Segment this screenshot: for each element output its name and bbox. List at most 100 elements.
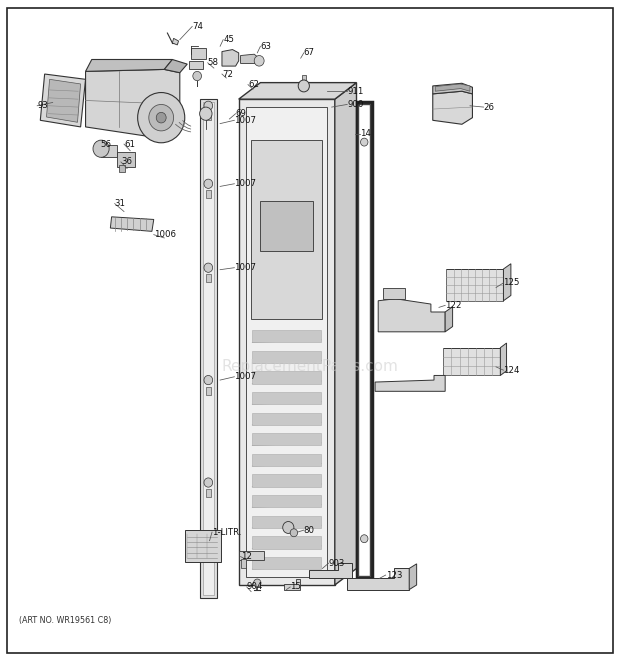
Bar bbox=[252, 516, 321, 528]
Circle shape bbox=[193, 71, 202, 81]
Circle shape bbox=[149, 104, 174, 131]
Bar bbox=[446, 269, 503, 301]
Bar bbox=[191, 48, 206, 59]
Bar bbox=[252, 351, 321, 363]
Polygon shape bbox=[445, 307, 453, 332]
Bar bbox=[239, 551, 264, 560]
Bar bbox=[252, 392, 321, 405]
Polygon shape bbox=[309, 563, 352, 578]
Circle shape bbox=[204, 179, 213, 188]
Circle shape bbox=[298, 80, 309, 92]
Text: 31: 31 bbox=[115, 199, 126, 208]
Bar bbox=[252, 433, 321, 446]
Text: 36: 36 bbox=[121, 157, 132, 167]
Circle shape bbox=[283, 522, 294, 533]
Text: 67: 67 bbox=[304, 48, 315, 58]
Text: (ART NO. WR19561 C8): (ART NO. WR19561 C8) bbox=[19, 615, 111, 625]
Polygon shape bbox=[110, 217, 154, 231]
Polygon shape bbox=[251, 140, 322, 319]
Bar bbox=[189, 61, 203, 69]
Bar bbox=[241, 559, 246, 568]
Bar bbox=[119, 165, 125, 172]
Text: 904: 904 bbox=[247, 582, 263, 592]
Text: 61: 61 bbox=[124, 139, 135, 149]
Text: ReplacementParts.com: ReplacementParts.com bbox=[221, 360, 399, 374]
Circle shape bbox=[204, 478, 213, 487]
Bar bbox=[252, 536, 321, 549]
Text: 911: 911 bbox=[347, 87, 363, 96]
Bar bbox=[383, 288, 405, 299]
Text: 122: 122 bbox=[445, 301, 462, 310]
Polygon shape bbox=[40, 74, 86, 127]
Bar bbox=[252, 557, 321, 569]
Bar bbox=[252, 412, 321, 425]
Bar bbox=[185, 530, 221, 562]
Circle shape bbox=[290, 529, 298, 537]
Polygon shape bbox=[433, 91, 472, 124]
Polygon shape bbox=[335, 83, 356, 585]
Polygon shape bbox=[284, 579, 300, 590]
Polygon shape bbox=[433, 83, 472, 94]
Bar bbox=[252, 453, 321, 466]
Text: 1007: 1007 bbox=[234, 179, 256, 188]
Bar bbox=[101, 145, 117, 157]
Text: 26: 26 bbox=[484, 102, 495, 112]
Bar bbox=[443, 348, 500, 375]
Polygon shape bbox=[46, 79, 81, 122]
Bar bbox=[206, 387, 211, 395]
Bar bbox=[260, 201, 313, 251]
Text: 123: 123 bbox=[386, 570, 402, 580]
Text: 903: 903 bbox=[329, 559, 345, 568]
Polygon shape bbox=[500, 343, 507, 375]
Text: 1-LITR.: 1-LITR. bbox=[212, 527, 242, 537]
Polygon shape bbox=[164, 59, 187, 73]
Bar bbox=[206, 489, 211, 497]
Text: 12: 12 bbox=[241, 552, 252, 561]
Circle shape bbox=[204, 375, 213, 385]
Text: 72: 72 bbox=[222, 69, 233, 79]
Polygon shape bbox=[246, 107, 327, 577]
Polygon shape bbox=[172, 38, 179, 45]
Text: 74: 74 bbox=[192, 22, 203, 31]
Bar bbox=[302, 75, 306, 83]
Text: 14: 14 bbox=[360, 129, 371, 138]
Bar bbox=[252, 330, 321, 342]
Polygon shape bbox=[375, 375, 445, 391]
Circle shape bbox=[254, 579, 261, 587]
Circle shape bbox=[138, 93, 185, 143]
Polygon shape bbox=[86, 69, 180, 139]
Polygon shape bbox=[241, 54, 259, 63]
Circle shape bbox=[93, 140, 109, 157]
Text: 93: 93 bbox=[37, 101, 48, 110]
Circle shape bbox=[200, 107, 212, 120]
Polygon shape bbox=[435, 84, 470, 91]
Text: 15: 15 bbox=[290, 582, 301, 592]
Bar bbox=[206, 274, 211, 282]
Circle shape bbox=[204, 263, 213, 272]
Bar bbox=[200, 99, 217, 598]
Text: 1006: 1006 bbox=[154, 230, 175, 239]
Polygon shape bbox=[86, 59, 172, 71]
Text: 56: 56 bbox=[100, 139, 112, 149]
Text: 900: 900 bbox=[347, 100, 363, 109]
Circle shape bbox=[360, 138, 368, 146]
Polygon shape bbox=[347, 568, 409, 590]
Bar bbox=[252, 371, 321, 383]
Circle shape bbox=[204, 101, 213, 110]
Polygon shape bbox=[378, 299, 445, 332]
Text: 1007: 1007 bbox=[234, 372, 256, 381]
Bar bbox=[117, 152, 135, 167]
Polygon shape bbox=[503, 264, 511, 301]
Text: 58: 58 bbox=[208, 58, 219, 67]
Text: 45: 45 bbox=[223, 35, 234, 44]
Polygon shape bbox=[239, 99, 335, 585]
Text: 124: 124 bbox=[503, 366, 520, 375]
Text: 1007: 1007 bbox=[234, 116, 256, 125]
Bar bbox=[203, 102, 214, 595]
Polygon shape bbox=[356, 102, 372, 578]
Text: 63: 63 bbox=[260, 42, 272, 51]
Text: 80: 80 bbox=[304, 525, 315, 535]
Bar bbox=[206, 190, 211, 198]
Circle shape bbox=[360, 535, 368, 543]
Polygon shape bbox=[409, 564, 417, 590]
